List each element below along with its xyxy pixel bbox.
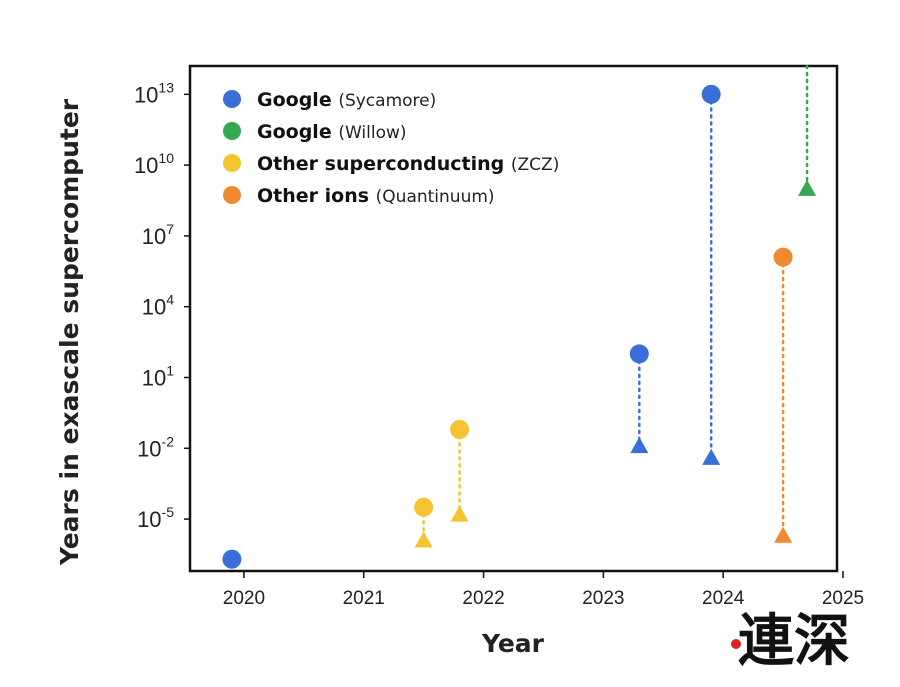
watermark: 連深 <box>731 608 850 674</box>
x-tick-label: 2025 <box>822 588 864 609</box>
data-point-triangle <box>774 526 793 543</box>
x-tick-label: 2020 <box>223 588 265 609</box>
x-tick-label: 2023 <box>582 588 624 609</box>
x-tick-label: 2022 <box>462 588 504 609</box>
x-tick-label: 2021 <box>343 588 385 609</box>
data-point-triangle <box>450 505 469 522</box>
watermark-red-dot <box>731 639 741 649</box>
data-point-circle <box>414 497 434 517</box>
legend: Google (Sycamore) Google (Willow) Other su… <box>223 89 559 207</box>
legend-marker <box>223 122 241 140</box>
y-axis-ticks: 1013 1010 107 104 101 10-2 10-5 <box>134 79 190 532</box>
x-tick-label: 2024 <box>702 588 745 609</box>
data-point-circle <box>450 419 470 439</box>
x-axis-ticks: 2020 2021 2022 2023 2024 2025 <box>223 571 864 609</box>
data-point-circle <box>773 247 793 267</box>
data-point-circle <box>222 549 242 569</box>
y-tick-label: 1010 <box>134 150 174 178</box>
watermark-text: 連深 <box>738 608 850 674</box>
legend-label: Other ions (Quantinuum) <box>257 185 495 207</box>
data-point-triangle <box>702 448 721 465</box>
legend-label: Other superconducting (ZCZ) <box>257 153 559 175</box>
y-tick-label: 107 <box>142 221 174 249</box>
plot-frame <box>188 64 839 573</box>
legend-marker <box>223 90 241 108</box>
legend-marker <box>223 154 241 172</box>
data-marks <box>222 64 817 569</box>
y-tick-label: 1013 <box>134 79 174 107</box>
y-tick-label: 10-5 <box>137 504 174 532</box>
y-tick-label: 101 <box>142 362 174 390</box>
data-point-triangle <box>798 179 817 196</box>
legend-marker <box>223 186 241 204</box>
data-point-triangle <box>630 436 649 454</box>
data-point-circle <box>629 344 649 364</box>
data-point-triangle <box>414 531 433 548</box>
legend-label: Google (Sycamore) <box>257 89 436 111</box>
y-tick-label: 104 <box>142 292 174 320</box>
data-point-circle <box>701 84 721 104</box>
y-tick-label: 10-2 <box>137 433 174 461</box>
y-axis-title: Years in exascale supercomputer <box>55 98 84 566</box>
x-axis-title: Year <box>481 629 545 658</box>
legend-label: Google (Willow) <box>257 121 407 143</box>
